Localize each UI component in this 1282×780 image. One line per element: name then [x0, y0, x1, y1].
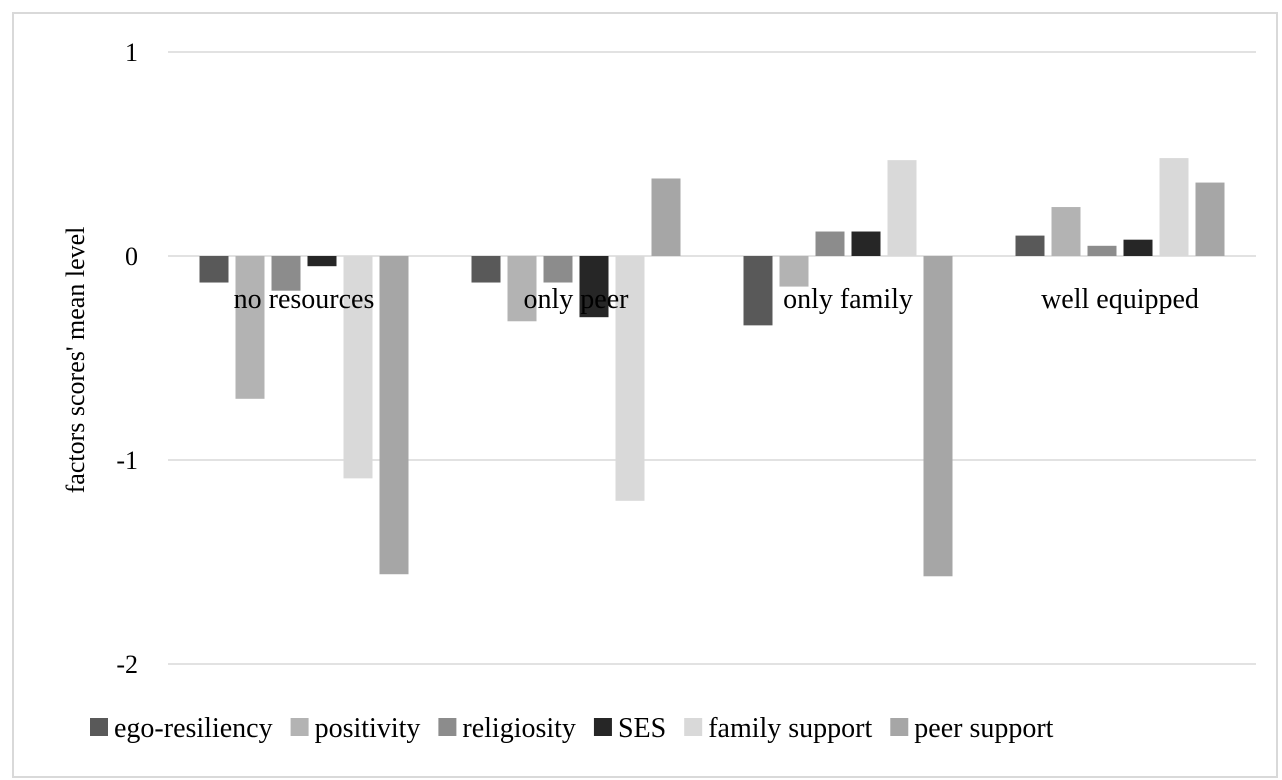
legend-swatch: [593, 718, 612, 736]
bar: [543, 256, 573, 283]
y-tick-label: -1: [116, 446, 138, 475]
y-tick-label: 0: [125, 242, 138, 271]
bar: [1015, 235, 1045, 256]
bar: [579, 256, 609, 318]
bar: [307, 256, 337, 267]
y-tick-label: -2: [116, 650, 138, 679]
bar: [1051, 207, 1081, 256]
legend: ego-resiliency positivity religiosity SES fa…: [90, 713, 1054, 744]
bar: [271, 256, 301, 291]
legend-label: SES: [618, 713, 666, 744]
category-label: well equipped: [1041, 284, 1199, 315]
bar: [815, 231, 845, 256]
category-labels: no resources only peer only family well equ…: [234, 284, 1199, 315]
legend-label: ego-resiliency: [114, 713, 273, 744]
legend-swatch: [684, 718, 703, 736]
bar: [1195, 182, 1225, 256]
chart-frame: [12, 12, 1278, 778]
bar: [199, 256, 229, 283]
bar: [651, 178, 681, 256]
bars: [199, 158, 1225, 577]
bar: [235, 256, 265, 399]
bar: [779, 256, 809, 287]
category-label: only family: [783, 284, 913, 315]
legend-label: religiosity: [462, 713, 576, 744]
bar: [743, 256, 773, 326]
legend-label: positivity: [315, 713, 421, 744]
bar: [851, 231, 881, 256]
category-label: no resources: [234, 284, 375, 315]
legend-swatch: [290, 718, 309, 736]
bar: [887, 160, 917, 256]
y-axis-ticks: 1 0 -1 -2: [116, 38, 138, 679]
legend-label: family support: [708, 713, 872, 744]
legend-swatch: [438, 718, 457, 736]
legend-swatch: [890, 718, 909, 736]
bar: [1159, 158, 1189, 256]
bar: [923, 256, 953, 577]
category-label: only peer: [524, 284, 630, 315]
bar: [1087, 245, 1117, 256]
bar: [615, 256, 645, 501]
bar: [379, 256, 409, 575]
legend-label: peer support: [914, 713, 1053, 744]
gridlines: [168, 51, 1256, 665]
y-tick-label: 1: [125, 38, 138, 67]
bar: [471, 256, 501, 283]
legend-swatch: [90, 718, 108, 736]
bar: [343, 256, 373, 479]
y-axis-label: factors scores' mean level: [61, 227, 90, 494]
bar: [1123, 239, 1153, 256]
bar: [507, 256, 537, 322]
